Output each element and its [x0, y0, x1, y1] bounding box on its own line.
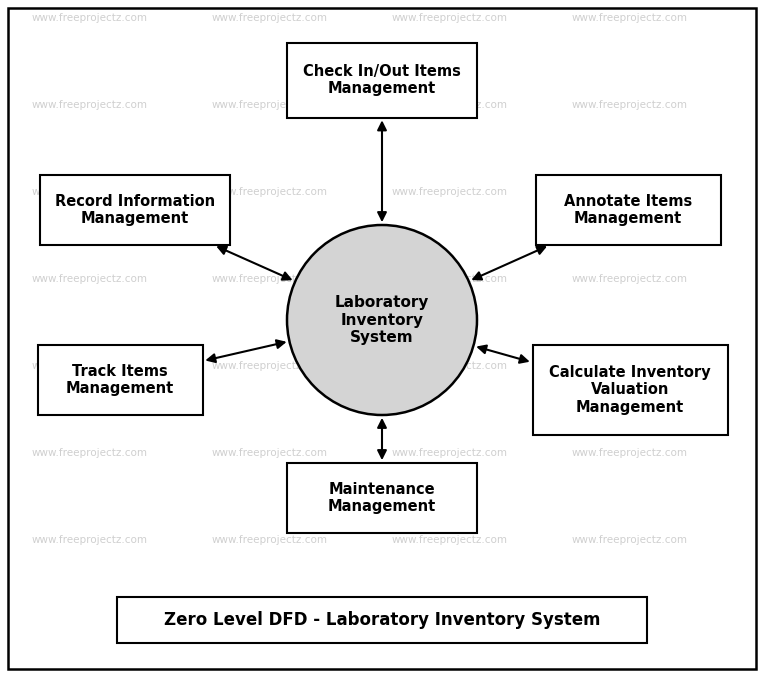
- FancyArrowPatch shape: [208, 341, 284, 362]
- FancyArrowPatch shape: [478, 345, 528, 363]
- Text: www.freeprojectz.com: www.freeprojectz.com: [572, 448, 688, 458]
- Text: www.freeprojectz.com: www.freeprojectz.com: [572, 187, 688, 197]
- FancyArrowPatch shape: [219, 246, 290, 280]
- Bar: [533, 345, 727, 435]
- Text: Calculate Inventory
Valuation
Management: Calculate Inventory Valuation Management: [549, 365, 711, 415]
- Text: www.freeprojectz.com: www.freeprojectz.com: [392, 187, 508, 197]
- Bar: [287, 463, 477, 533]
- Text: www.freeprojectz.com: www.freeprojectz.com: [392, 361, 508, 371]
- Text: Zero Level DFD - Laboratory Inventory System: Zero Level DFD - Laboratory Inventory Sy…: [163, 611, 601, 629]
- Bar: [287, 43, 477, 118]
- Bar: [37, 345, 202, 415]
- Text: www.freeprojectz.com: www.freeprojectz.com: [32, 13, 148, 23]
- Text: www.freeprojectz.com: www.freeprojectz.com: [212, 100, 328, 110]
- Text: www.freeprojectz.com: www.freeprojectz.com: [212, 13, 328, 23]
- Text: www.freeprojectz.com: www.freeprojectz.com: [572, 100, 688, 110]
- Text: Maintenance
Management: Maintenance Management: [328, 482, 436, 515]
- Text: www.freeprojectz.com: www.freeprojectz.com: [572, 361, 688, 371]
- Text: www.freeprojectz.com: www.freeprojectz.com: [572, 274, 688, 284]
- Text: www.freeprojectz.com: www.freeprojectz.com: [212, 187, 328, 197]
- Text: www.freeprojectz.com: www.freeprojectz.com: [32, 361, 148, 371]
- Text: www.freeprojectz.com: www.freeprojectz.com: [572, 13, 688, 23]
- Text: Laboratory
Inventory
System: Laboratory Inventory System: [335, 295, 429, 345]
- Text: www.freeprojectz.com: www.freeprojectz.com: [32, 187, 148, 197]
- Text: www.freeprojectz.com: www.freeprojectz.com: [212, 448, 328, 458]
- Text: www.freeprojectz.com: www.freeprojectz.com: [392, 448, 508, 458]
- Text: www.freeprojectz.com: www.freeprojectz.com: [212, 361, 328, 371]
- Text: www.freeprojectz.com: www.freeprojectz.com: [572, 535, 688, 545]
- Text: www.freeprojectz.com: www.freeprojectz.com: [212, 535, 328, 545]
- Circle shape: [287, 225, 477, 415]
- Text: Track Items
Management: Track Items Management: [66, 364, 174, 396]
- Text: www.freeprojectz.com: www.freeprojectz.com: [392, 274, 508, 284]
- FancyArrowPatch shape: [378, 123, 386, 220]
- Bar: [40, 175, 230, 245]
- Text: www.freeprojectz.com: www.freeprojectz.com: [32, 448, 148, 458]
- Text: www.freeprojectz.com: www.freeprojectz.com: [32, 535, 148, 545]
- Text: www.freeprojectz.com: www.freeprojectz.com: [392, 535, 508, 545]
- Text: Annotate Items
Management: Annotate Items Management: [564, 194, 692, 226]
- Text: www.freeprojectz.com: www.freeprojectz.com: [392, 13, 508, 23]
- FancyArrowPatch shape: [474, 246, 545, 280]
- FancyArrowPatch shape: [378, 420, 386, 458]
- Text: www.freeprojectz.com: www.freeprojectz.com: [32, 274, 148, 284]
- Bar: [536, 175, 720, 245]
- Text: www.freeprojectz.com: www.freeprojectz.com: [212, 274, 328, 284]
- Text: www.freeprojectz.com: www.freeprojectz.com: [392, 100, 508, 110]
- Text: Record Information
Management: Record Information Management: [55, 194, 215, 226]
- Text: Check In/Out Items
Management: Check In/Out Items Management: [303, 64, 461, 96]
- Text: www.freeprojectz.com: www.freeprojectz.com: [32, 100, 148, 110]
- Bar: [117, 597, 647, 643]
